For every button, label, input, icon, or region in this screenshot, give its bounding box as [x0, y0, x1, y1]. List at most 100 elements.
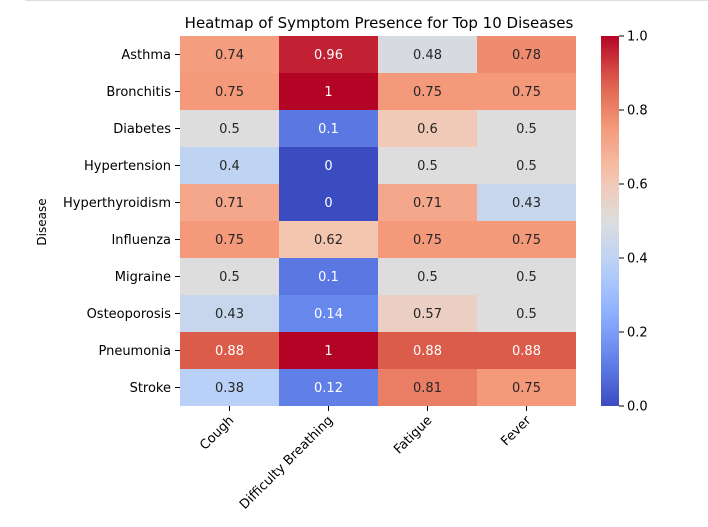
- x-tick-label: Fever: [498, 413, 534, 449]
- colorbar-tick-label: 0.2: [627, 326, 648, 341]
- heatmap-cell: [180, 332, 279, 369]
- heatmap-cell: [378, 147, 477, 184]
- cell-value-label: 0.88: [413, 344, 442, 359]
- heatmap-cell: [378, 221, 477, 258]
- cell-value-label: 0.38: [215, 381, 244, 396]
- cell-value-label: 1: [324, 344, 332, 359]
- heatmap-cell: [378, 332, 477, 369]
- y-axis: Asthma Bronchitis Diabetes Hypertension Hype…: [63, 48, 180, 396]
- cell-value-label: 0.1: [318, 270, 339, 285]
- heatmap-cell-labels: 0.74 0.96 0.48 0.78 0.75 1 0.75 0.75 0.5 0.1 0.6 0.…: [215, 48, 541, 396]
- chart-title: Heatmap of Symptom Presence for Top 10 D…: [185, 14, 574, 32]
- heatmap-cell: [279, 110, 378, 147]
- x-tick-label: Difficulty Breathing: [237, 413, 336, 512]
- heatmap-cell: [279, 36, 378, 73]
- heatmap-cell: [477, 221, 576, 258]
- y-tick-label: Migraine: [115, 270, 171, 285]
- y-tick-label: Osteoporosis: [87, 307, 172, 322]
- heatmap-cell: [378, 36, 477, 73]
- cell-value-label: 0.75: [512, 233, 541, 248]
- heatmap-cell: [477, 184, 576, 221]
- heatmap-cell: [477, 258, 576, 295]
- cell-value-label: 0.5: [417, 270, 438, 285]
- cell-value-label: 0.75: [215, 85, 244, 100]
- cell-value-label: 0.43: [512, 196, 541, 211]
- heatmap-cell: [477, 295, 576, 332]
- x-tick-label: Cough: [197, 413, 237, 453]
- cell-value-label: 0.5: [516, 122, 537, 137]
- colorbar-tick-label: 0.0: [627, 400, 648, 415]
- colorbar-tick-label: 0.6: [627, 178, 648, 193]
- heatmap-cell: [477, 36, 576, 73]
- heatmap-cell: [477, 110, 576, 147]
- cell-value-label: 0: [324, 196, 332, 211]
- heatmap-cell: [279, 258, 378, 295]
- y-tick-label: Hypertension: [84, 159, 171, 174]
- heatmap-cell: [378, 369, 477, 406]
- heatmap-cell: [180, 73, 279, 110]
- heatmap-cell: [180, 221, 279, 258]
- cell-value-label: 0.12: [314, 381, 343, 396]
- cell-value-label: 0.5: [516, 307, 537, 322]
- x-axis: Cough Difficulty Breathing Fatigue Fever: [197, 406, 535, 513]
- heatmap-cell: [180, 295, 279, 332]
- top-divider: [25, 0, 708, 1]
- cell-value-label: 0.6: [417, 122, 438, 137]
- colorbar: 0.0 0.2 0.4 0.6 0.8 1.0: [601, 30, 648, 415]
- y-tick-label: Asthma: [121, 48, 171, 63]
- cell-value-label: 0.57: [413, 307, 442, 322]
- y-tick-label: Hyperthyroidism: [63, 196, 171, 211]
- y-tick-label: Stroke: [130, 381, 171, 396]
- cell-value-label: 0.5: [516, 270, 537, 285]
- heatmap-cell: [279, 221, 378, 258]
- heatmap-cell: [180, 36, 279, 73]
- heatmap-cell: [477, 147, 576, 184]
- cell-value-label: 0.81: [413, 381, 442, 396]
- heatmap-cell: [279, 147, 378, 184]
- heatmap-cell: [378, 73, 477, 110]
- heatmap-cell: [180, 369, 279, 406]
- cell-value-label: 0.96: [314, 48, 343, 63]
- y-tick-label: Diabetes: [113, 122, 171, 137]
- cell-value-label: 0.88: [512, 344, 541, 359]
- colorbar-gradient: [601, 36, 619, 406]
- heatmap-cell: [378, 110, 477, 147]
- cell-value-label: 0.75: [512, 381, 541, 396]
- cell-value-label: 0.5: [219, 122, 240, 137]
- cell-value-label: 0.88: [215, 344, 244, 359]
- y-tick-label: Bronchitis: [106, 85, 171, 100]
- heatmap-cell: [378, 295, 477, 332]
- heatmap-cell: [279, 332, 378, 369]
- y-axis-label: Disease: [35, 198, 49, 245]
- heatmap-cells: [180, 36, 576, 406]
- cell-value-label: 1: [324, 85, 332, 100]
- cell-value-label: 0.5: [417, 159, 438, 174]
- cell-value-label: 0.5: [516, 159, 537, 174]
- heatmap-cell: [477, 73, 576, 110]
- cell-value-label: 0.5: [219, 270, 240, 285]
- heatmap-cell: [477, 332, 576, 369]
- cell-value-label: 0.14: [314, 307, 343, 322]
- cell-value-label: 0.4: [219, 159, 240, 174]
- cell-value-label: 0: [324, 159, 332, 174]
- heatmap-cell: [477, 369, 576, 406]
- cell-value-label: 0.43: [215, 307, 244, 322]
- cell-value-label: 0.74: [215, 48, 244, 63]
- cell-value-label: 0.48: [413, 48, 442, 63]
- heatmap-cell: [378, 184, 477, 221]
- colorbar-tick-label: 0.4: [627, 252, 648, 267]
- colorbar-tick-label: 0.8: [627, 104, 648, 119]
- cell-value-label: 0.75: [413, 233, 442, 248]
- heatmap-cell: [279, 73, 378, 110]
- heatmap-cell: [180, 147, 279, 184]
- heatmap-cell: [279, 184, 378, 221]
- x-tick-label: Fatigue: [391, 413, 435, 457]
- cell-value-label: 0.78: [512, 48, 541, 63]
- y-tick-label: Pneumonia: [98, 344, 171, 359]
- heatmap-cell: [378, 258, 477, 295]
- heatmap-cell: [180, 110, 279, 147]
- cell-value-label: 0.75: [413, 85, 442, 100]
- heatmap-cell: [279, 369, 378, 406]
- colorbar-tick-label: 1.0: [627, 30, 648, 45]
